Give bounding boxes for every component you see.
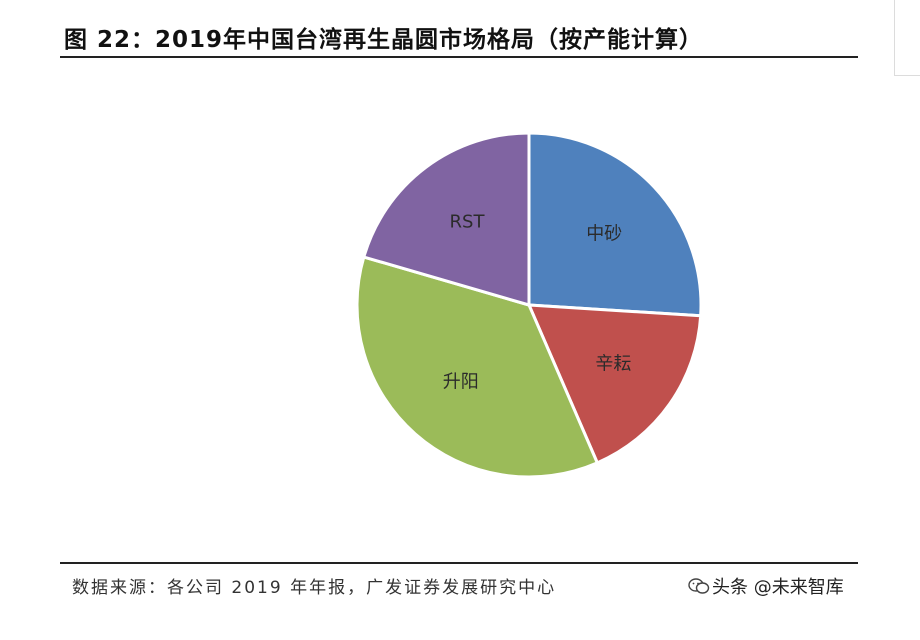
- top-rule: [60, 56, 858, 58]
- watermark-text: 头条 @未来智库: [712, 577, 844, 598]
- bottom-rule: [60, 562, 858, 564]
- chart-title: 图 22：2019年中国台湾再生晶圆市场格局（按产能计算）: [64, 27, 704, 53]
- pie-slice: [526, 303, 703, 465]
- source-note: 数据来源：各公司 2019 年年报，广发证券发展研究中心: [72, 578, 557, 598]
- wechat-logo-icon: [688, 577, 710, 595]
- pie-slice-label: 辛耘: [595, 353, 631, 374]
- pie-slice-label: 中砂: [586, 223, 622, 244]
- pie-slice-label: RST: [450, 212, 486, 233]
- pie-slice: [355, 255, 600, 479]
- pie-slice-label: 升阳: [443, 371, 479, 392]
- watermark: 头条 @未来智库: [688, 573, 844, 599]
- edge-frame: [894, 0, 920, 76]
- pie-slices: [355, 131, 703, 479]
- pie-slice: [527, 131, 703, 318]
- pie-slice: [361, 131, 531, 307]
